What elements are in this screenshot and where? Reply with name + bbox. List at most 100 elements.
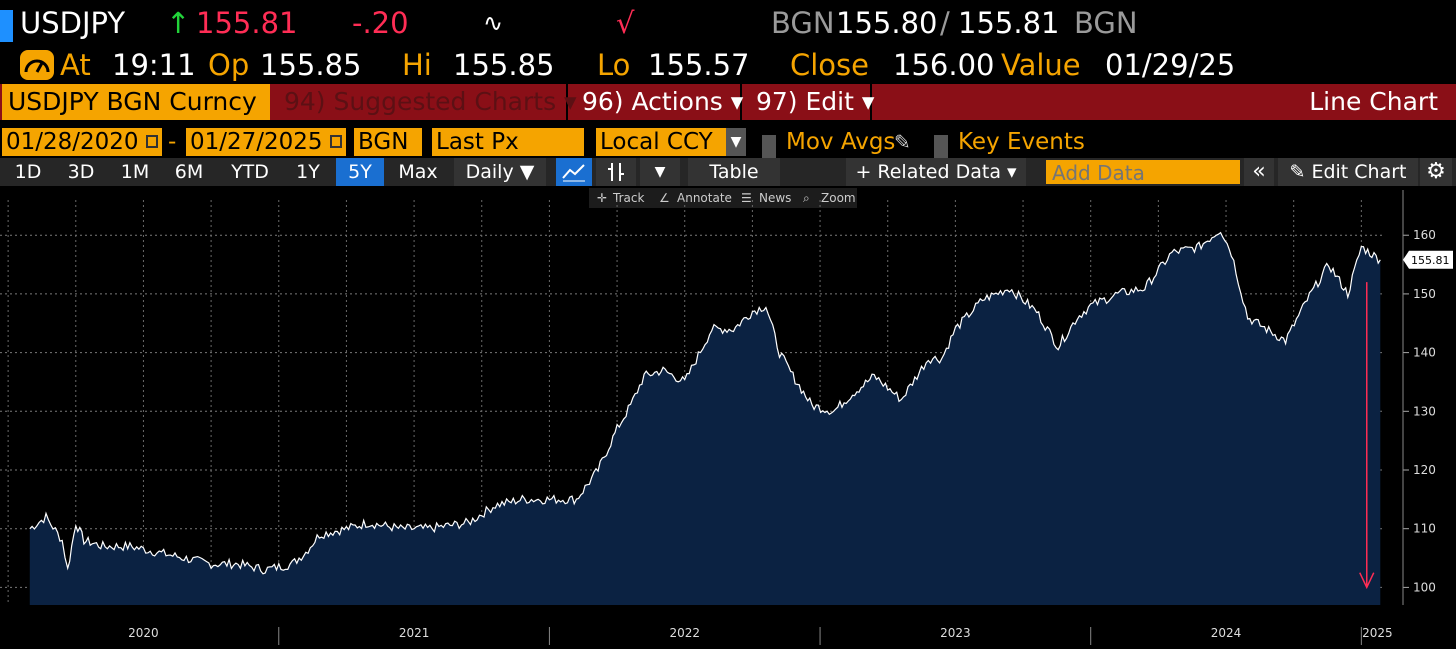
chart-type-title: Line Chart (1309, 87, 1438, 116)
open-label: Op (208, 48, 250, 82)
key-events-checkbox[interactable] (934, 135, 948, 163)
line-chart-icon[interactable] (556, 158, 592, 186)
period-6m[interactable]: 6M (174, 161, 204, 183)
price-line (29, 231, 1381, 575)
at-label: At (60, 48, 91, 82)
security-field[interactable]: USDJPY BGN Curncy (2, 84, 270, 120)
x-axis-band (0, 613, 1456, 649)
zoom-tool[interactable]: Zoom (821, 191, 856, 205)
period-5y[interactable]: 5Y (336, 158, 384, 186)
low-value: 155.57 (648, 48, 750, 82)
period-max[interactable]: Max (398, 161, 438, 183)
y-tick-label: 110 (1413, 522, 1436, 536)
period-1y[interactable]: 1Y (296, 161, 320, 183)
currency-dropdown-chevron-icon[interactable]: ▼ (726, 128, 746, 156)
last-price-label-group: 155.81 (1403, 250, 1453, 269)
period-3d[interactable]: 3D (67, 161, 95, 183)
collapse-icon[interactable]: « (1244, 158, 1274, 186)
x-tick-label: 2023 (940, 626, 971, 640)
edit-chart-button[interactable]: ✎ Edit Chart (1278, 158, 1418, 186)
chart-parameters: 01/28/2020 - 01/27/2025 BGN Last Px Loca… (0, 126, 1456, 163)
ticker-symbol[interactable]: USDJPY (20, 6, 126, 40)
y-tick-label: 130 (1413, 404, 1436, 418)
related-data-button[interactable]: + Related Data ▾ (846, 158, 1026, 186)
end-date-field[interactable]: 01/27/2025 (186, 128, 346, 156)
bid-source: BGN (771, 6, 835, 40)
mov-avgs-label: Mov Avgs (786, 129, 896, 155)
x-tick-label: 2022 (669, 626, 700, 640)
add-data-input[interactable] (1048, 162, 1238, 184)
currency-select[interactable]: Local CCY (596, 128, 726, 156)
close-label: Close (790, 48, 869, 82)
track-icon[interactable]: ✛ (597, 191, 608, 205)
chart-style-dropdown-icon[interactable]: ▼ (640, 158, 680, 186)
up-arrow-icon: ↑ (166, 6, 191, 40)
price-field-select[interactable]: Last Px (432, 128, 584, 156)
suggested-charts-menu[interactable]: 94) Suggested Charts ▾ (276, 84, 577, 120)
x-tick-label: 2020 (128, 626, 159, 640)
date-range-dash: - (168, 129, 177, 155)
track-tool[interactable]: Track (613, 191, 645, 205)
value-date-label: Value (1001, 48, 1081, 82)
calendar-icon[interactable] (146, 135, 158, 148)
news-tool[interactable]: News (759, 191, 792, 205)
speedometer-icon[interactable] (20, 50, 54, 80)
high-value: 155.85 (453, 48, 555, 82)
zoom-icon[interactable]: ⌕ (803, 191, 810, 205)
ask-price: 155.81 (958, 6, 1060, 40)
close-value: 156.00 (893, 48, 995, 82)
red-arrow (1359, 282, 1375, 590)
bid-ask-separator: / (940, 6, 950, 40)
edit-menu[interactable]: 97) Edit ▾ (746, 84, 874, 120)
calendar-icon[interactable] (330, 135, 342, 148)
last-price: 155.81 (196, 6, 298, 40)
actions-menu[interactable]: 96) Actions ▾ (572, 84, 743, 120)
key-events-label: Key Events (958, 129, 1085, 155)
high-label: Hi (402, 48, 432, 82)
y-tick-label: 100 (1413, 580, 1436, 594)
value-date: 01/29/25 (1105, 48, 1236, 82)
security-marker (0, 10, 13, 42)
at-value: 19:11 (112, 48, 196, 82)
x-tick-label: 2021 (399, 626, 430, 640)
frequency-select[interactable]: Daily ▼ (454, 158, 546, 186)
y-tick-label: 120 (1413, 463, 1436, 477)
start-date-value: 01/28/2020 (6, 129, 139, 155)
last-price-marker (1403, 250, 1453, 269)
quote-details: At 19:11 Op 155.85 Hi 155.85 Lo 155.57 C… (0, 46, 1456, 84)
y-axis: 100 110 120 130 140 150 160 (1402, 190, 1436, 605)
news-icon[interactable]: ☰ (741, 191, 752, 205)
table-button[interactable]: Table (688, 158, 780, 186)
ask-source: BGN (1074, 6, 1138, 40)
chart-tools: ✛ Track ∠ Annotate ☰ News ⌕ Zoom (589, 188, 857, 208)
sparkline-icon[interactable]: ∿ (483, 9, 504, 37)
period-1m[interactable]: 1M (120, 161, 150, 183)
arrow-head (1359, 572, 1375, 590)
mov-avgs-checkbox[interactable] (762, 135, 776, 163)
chart-subtoolbar: ✛ Track ∠ Annotate ☰ News ⌕ Zoom (0, 188, 1456, 208)
check-icon: √ (616, 6, 635, 40)
annotate-tool[interactable]: Annotate (677, 191, 732, 205)
x-tick-label: 2025 (1362, 626, 1393, 640)
period-1d[interactable]: 1D (14, 161, 42, 183)
add-data-field[interactable] (1046, 160, 1240, 184)
y-tick-label: 150 (1413, 287, 1436, 301)
start-date-field[interactable]: 01/28/2020 (2, 128, 162, 156)
annotate-icon[interactable]: ∠ (659, 191, 670, 205)
end-date-value: 01/27/2025 (190, 129, 323, 155)
bid-price: 155.80 (836, 6, 938, 40)
period-ytd[interactable]: YTD (231, 161, 269, 183)
pencil-icon[interactable]: ✎ (894, 130, 911, 154)
gear-icon[interactable]: ⚙ (1420, 158, 1452, 186)
pricing-source-field[interactable]: BGN (354, 128, 422, 156)
menu-bar: USDJPY BGN Curncy 94) Suggested Charts ▾… (0, 84, 1456, 120)
x-tick-label: 2024 (1211, 626, 1242, 640)
ticker-header: USDJPY ↑ 155.81 -.20 ∿ √ BGN 155.80 / 15… (0, 0, 1456, 46)
y-tick-label: 140 (1413, 346, 1436, 360)
price-area (29, 232, 1381, 605)
chart-toolbar: 1D 3D 1M 6M YTD 1Y 5Y Max Daily ▼ ▼ Tabl… (0, 158, 1456, 186)
last-price-label: 155.81 (1411, 254, 1450, 267)
bar-type-icon[interactable] (596, 158, 636, 186)
low-label: Lo (597, 48, 631, 82)
